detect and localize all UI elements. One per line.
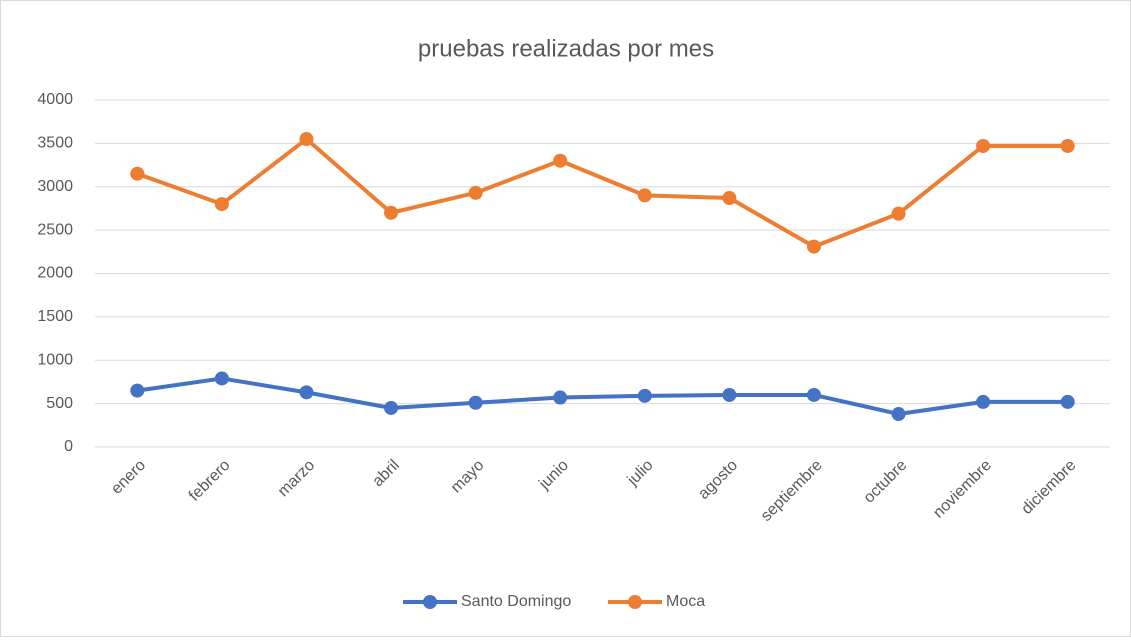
y-tick-label: 3000 (37, 178, 73, 195)
marker (299, 132, 314, 147)
marker (722, 387, 737, 402)
legend-marker (628, 595, 642, 609)
marker (976, 394, 991, 409)
chart-title: pruebas realizadas por mes (418, 35, 714, 62)
marker (637, 188, 652, 203)
marker (891, 407, 906, 422)
marker (214, 371, 229, 386)
marker (637, 388, 652, 403)
marker (806, 239, 821, 254)
legend-label: Santo Domingo (461, 593, 571, 610)
marker (1060, 394, 1075, 409)
y-tick-label: 500 (46, 395, 73, 412)
y-tick-label: 4000 (37, 91, 73, 108)
y-tick-label: 3500 (37, 135, 73, 152)
legend-label: Moca (666, 593, 705, 610)
y-tick-label: 2000 (37, 265, 73, 282)
marker (553, 153, 568, 168)
y-tick-label: 1000 (37, 351, 73, 368)
marker (1060, 138, 1075, 153)
marker (553, 390, 568, 405)
series-line (136, 137, 1068, 249)
marker (130, 166, 145, 181)
y-tick-label: 1500 (37, 308, 73, 325)
marker (468, 185, 483, 200)
marker (299, 385, 314, 400)
y-tick-label: 0 (64, 438, 73, 455)
marker (130, 383, 145, 398)
marker (722, 191, 737, 206)
legend-marker (423, 595, 437, 609)
marker (806, 387, 821, 402)
marker (214, 197, 229, 212)
marker (976, 138, 991, 153)
series-line (137, 376, 1068, 417)
y-tick-label: 2500 (37, 221, 73, 238)
marker (384, 400, 399, 415)
marker (384, 205, 399, 220)
marker (891, 206, 906, 221)
marker (468, 395, 483, 410)
